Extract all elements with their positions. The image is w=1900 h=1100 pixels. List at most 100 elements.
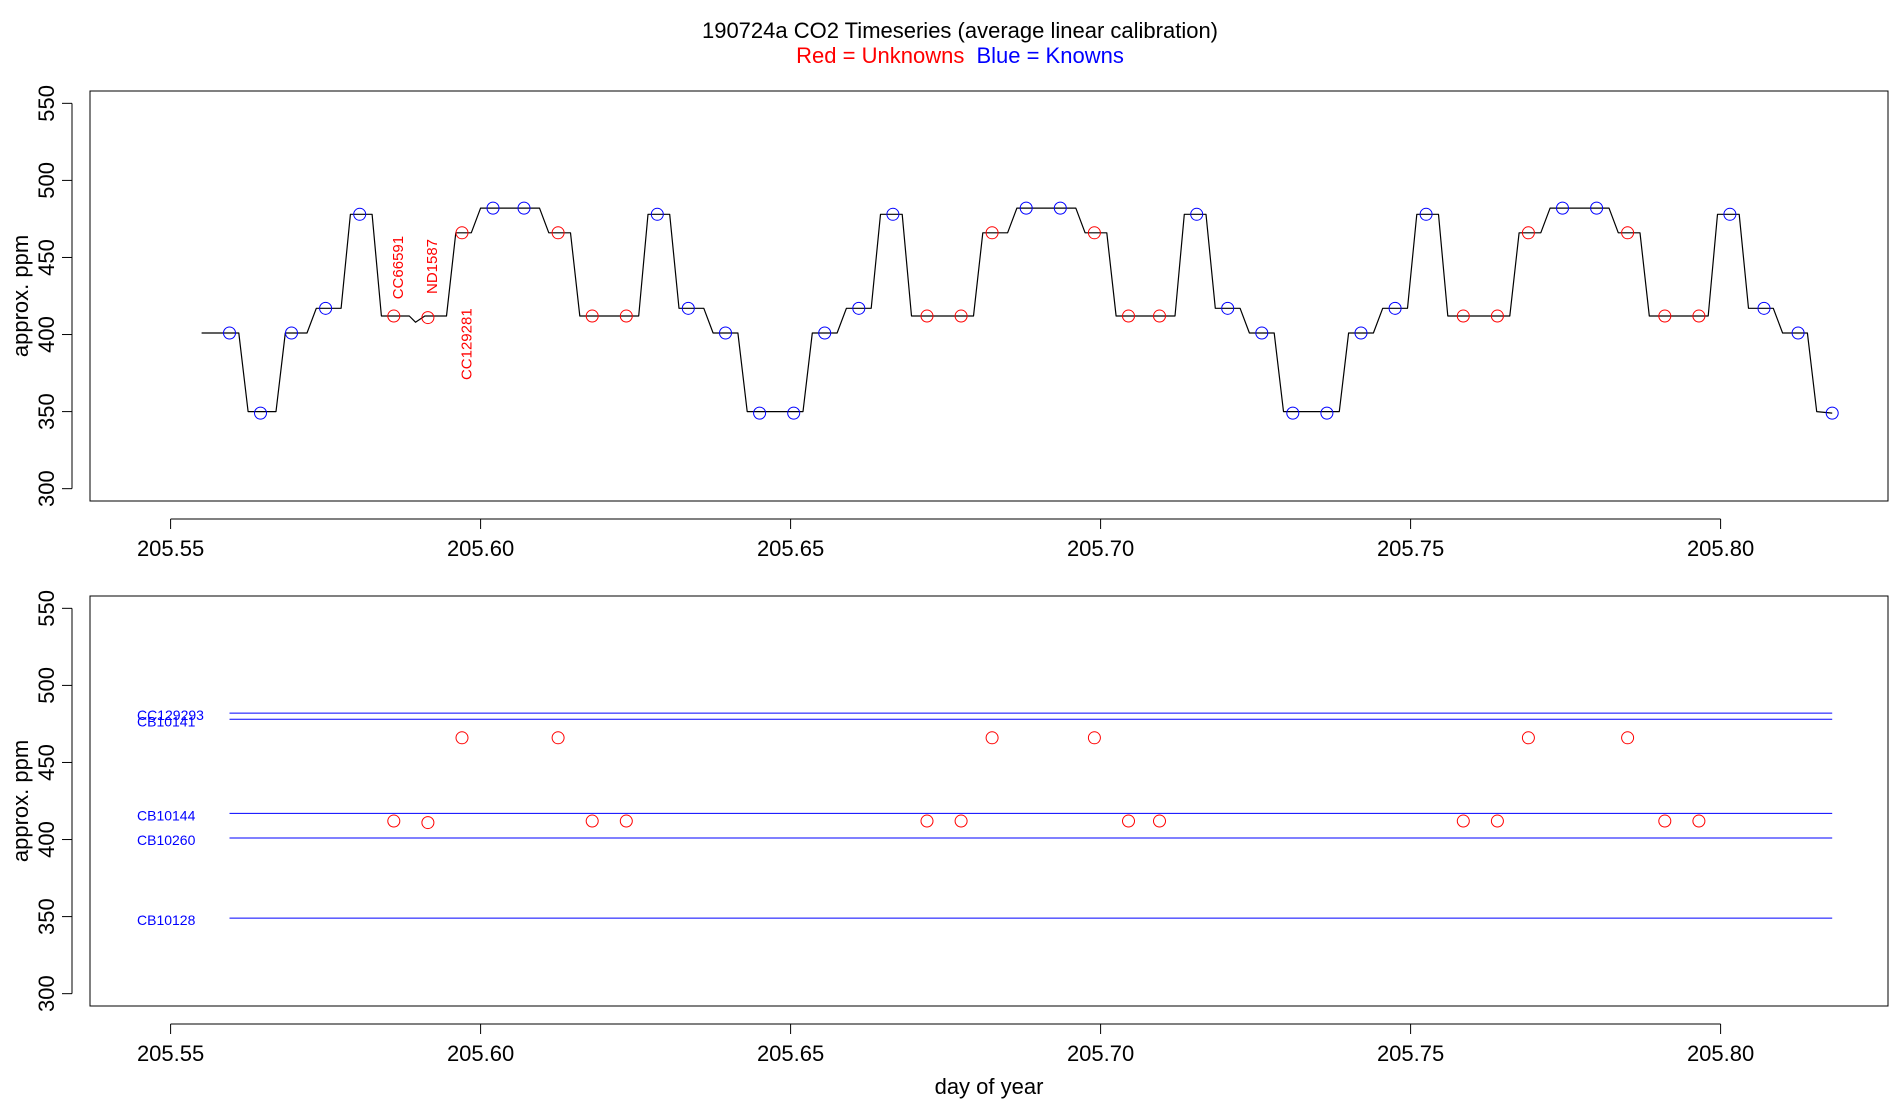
known-level-label: CB10144 — [137, 807, 196, 823]
known-point — [681, 301, 695, 315]
unknown-point — [1692, 814, 1706, 828]
legend-unknowns: Red = Unknowns — [796, 43, 964, 68]
figure-legend: Red = Unknowns Blue = Knowns — [796, 43, 1124, 68]
y-axis-label: approx. ppm — [8, 235, 33, 357]
y-tick-label: 300 — [34, 470, 59, 507]
y-tick-label: 350 — [34, 393, 59, 430]
known-point — [1320, 406, 1334, 420]
known-point — [1190, 207, 1204, 221]
unknown-point — [1621, 226, 1635, 240]
known-level-label: CC129293 — [137, 707, 204, 723]
x-tick-label: 205.70 — [1067, 536, 1134, 561]
known-level-label: CB10128 — [137, 912, 196, 928]
unknown-point — [585, 814, 599, 828]
unknown-point — [1490, 309, 1504, 323]
y-tick-label: 500 — [34, 162, 59, 199]
unknown-point — [421, 311, 435, 325]
unknown-point — [551, 731, 565, 745]
unknown-point — [619, 814, 633, 828]
known-point — [285, 326, 298, 340]
known-point — [223, 326, 236, 340]
known-point — [852, 301, 866, 315]
y-tick-label: 450 — [34, 744, 59, 781]
known-point — [353, 207, 367, 221]
unknown-point — [1621, 731, 1635, 745]
unknown-point — [954, 814, 968, 828]
y-axis: 300 350 400 450 500 550 — [34, 590, 73, 1012]
known-point — [1354, 326, 1368, 340]
known-point — [1723, 207, 1737, 221]
x-tick-label: 205.80 — [1687, 536, 1754, 561]
y-tick-label: 500 — [34, 667, 59, 704]
y-tick-label: 400 — [34, 316, 59, 353]
unknown-point — [1658, 814, 1672, 828]
figure-title: 190724a CO2 Timeseries (average linear c… — [702, 18, 1218, 43]
known-point — [517, 201, 531, 215]
co2-trace-line — [201, 207, 1833, 414]
known-point — [1221, 301, 1235, 315]
known-point — [254, 406, 267, 420]
known-point — [886, 207, 900, 221]
x-tick-label: 205.65 — [757, 1041, 824, 1066]
x-tick-label: 205.55 — [137, 536, 204, 561]
unknown-point — [1490, 814, 1504, 828]
unknown-point — [1153, 309, 1166, 323]
bottom-panel-unknowns-vs-knowns: 205.55 205.60 205.65 205.70 205.75 205.803003… — [8, 590, 1889, 1099]
sample-annotation: CC129281 — [458, 308, 475, 380]
plot-frame — [89, 595, 1889, 1007]
known-point — [1590, 201, 1604, 215]
known-point — [650, 207, 664, 221]
x-tick-label: 205.55 — [137, 1041, 204, 1066]
unknown-point — [619, 309, 633, 323]
y-tick-label: 350 — [34, 898, 59, 935]
plot-frame — [89, 90, 1889, 502]
known-point — [1286, 406, 1300, 420]
y-tick-label: 550 — [34, 590, 59, 627]
unknown-point — [1153, 814, 1166, 828]
y-tick-label: 450 — [34, 239, 59, 276]
unknown-point — [1087, 731, 1101, 745]
unknown-point — [954, 309, 968, 323]
y-axis: 300 350 400 450 500 550 — [34, 85, 73, 507]
y-tick-label: 400 — [34, 821, 59, 858]
unknown-point — [920, 814, 934, 828]
known-point — [1019, 201, 1033, 215]
known-point — [787, 406, 801, 420]
known-point — [319, 301, 333, 315]
unknown-point — [1122, 309, 1135, 323]
unknown-point — [985, 226, 999, 240]
known-point — [719, 326, 732, 340]
y-tick-label: 550 — [34, 85, 59, 122]
unknown-point — [920, 309, 934, 323]
x-tick-label: 205.65 — [757, 536, 824, 561]
known-point — [486, 201, 500, 215]
unknown-point — [585, 309, 599, 323]
unknown-point — [387, 309, 401, 323]
x-tick-label: 205.75 — [1377, 1041, 1444, 1066]
unknown-point — [1658, 309, 1672, 323]
unknown-point — [455, 226, 469, 240]
known-point — [1791, 326, 1805, 340]
unknown-point — [1122, 814, 1135, 828]
unknown-point — [1456, 309, 1470, 323]
known-point — [1419, 207, 1433, 221]
x-axis: 205.55 205.60 205.65 205.70 205.75 205.80 — [137, 1023, 1754, 1066]
unknown-point — [985, 731, 999, 745]
x-tick-label: 205.60 — [447, 536, 514, 561]
sample-annotation: ND1587 — [424, 239, 441, 294]
known-point — [1053, 201, 1067, 215]
unknown-point — [1521, 731, 1535, 745]
known-point — [1556, 201, 1569, 215]
known-point — [1388, 301, 1402, 315]
known-point — [753, 406, 767, 420]
unknown-point — [387, 814, 401, 828]
unknown-point — [551, 226, 565, 240]
y-axis-label: approx. ppm — [8, 740, 33, 862]
known-level-label: CB10260 — [137, 832, 196, 848]
known-level-label: CB10141 — [137, 713, 196, 729]
unknown-point — [455, 731, 469, 745]
unknown-point — [1456, 814, 1470, 828]
x-axis: 205.55 205.60 205.65 205.70 205.75 205.80 — [137, 518, 1754, 561]
x-tick-label: 205.80 — [1687, 1041, 1754, 1066]
